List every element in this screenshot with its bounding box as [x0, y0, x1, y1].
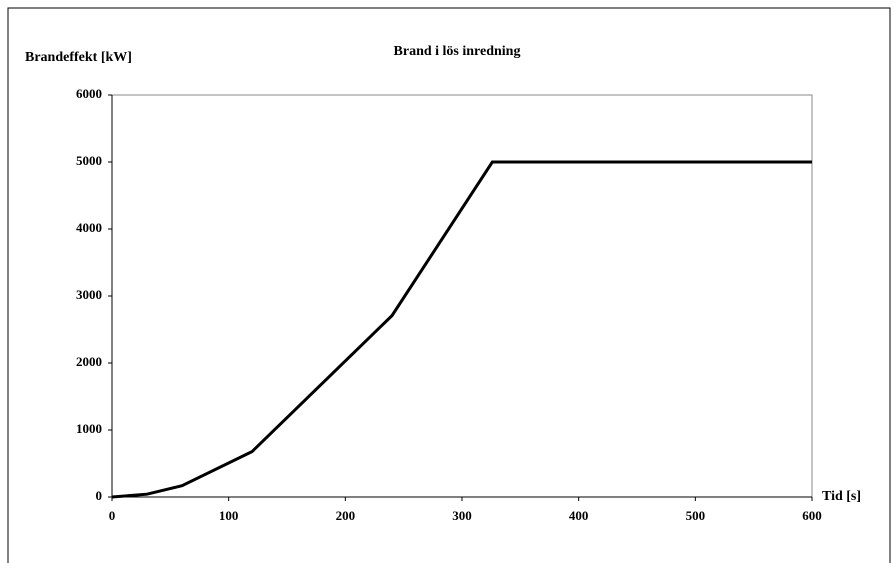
- y-tick-label: 4000: [76, 220, 102, 235]
- x-tick-label: 400: [569, 508, 589, 523]
- y-tick-label: 5000: [76, 153, 102, 168]
- y-tick-label: 1000: [76, 421, 102, 436]
- y-tick-label: 6000: [76, 86, 102, 101]
- y-tick-label: 3000: [76, 287, 102, 302]
- y-axis-label: Brandeffekt [kW]: [25, 50, 132, 65]
- plot-area: [111, 94, 813, 498]
- x-axis-label: Tid [s]: [822, 489, 861, 504]
- data-line: [111, 160, 812, 499]
- x-tick-label: 600: [802, 508, 822, 523]
- y-tick-label: 0: [96, 488, 103, 503]
- x-tick-label: 100: [219, 508, 239, 523]
- chart-title: Brand i lös inredning: [394, 44, 521, 59]
- x-tick-label: 200: [336, 508, 356, 523]
- frame: [7, 7, 891, 563]
- y-tick-label: 2000: [76, 354, 102, 369]
- x-tick-label: 0: [109, 508, 116, 523]
- x-tick-label: 500: [686, 508, 706, 523]
- x-tick-label: 300: [452, 508, 472, 523]
